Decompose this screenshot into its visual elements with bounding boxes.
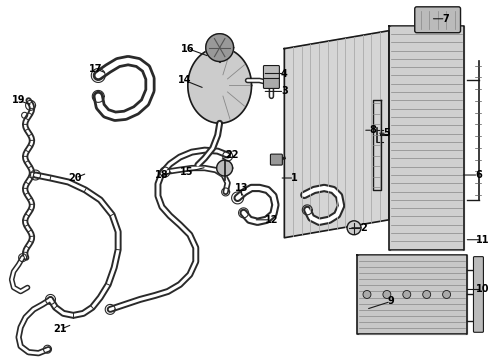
Text: 15: 15 — [180, 167, 194, 177]
Text: 6: 6 — [475, 170, 482, 180]
Text: 13: 13 — [235, 183, 248, 193]
Polygon shape — [357, 255, 466, 334]
Text: 14: 14 — [178, 76, 192, 85]
Polygon shape — [217, 160, 233, 176]
Text: 11: 11 — [476, 235, 489, 245]
Text: 8: 8 — [369, 125, 376, 135]
Text: 10: 10 — [476, 284, 489, 294]
Text: 7: 7 — [442, 14, 449, 24]
Text: 19: 19 — [12, 95, 25, 105]
FancyBboxPatch shape — [473, 257, 484, 332]
Text: 5: 5 — [384, 128, 390, 138]
Text: 21: 21 — [54, 324, 67, 334]
Circle shape — [363, 291, 371, 298]
Circle shape — [383, 291, 391, 298]
Text: 9: 9 — [388, 296, 394, 306]
Text: 2: 2 — [361, 223, 368, 233]
FancyBboxPatch shape — [264, 66, 279, 78]
Text: 3: 3 — [281, 86, 288, 96]
FancyBboxPatch shape — [264, 77, 279, 89]
FancyBboxPatch shape — [415, 7, 461, 33]
FancyBboxPatch shape — [270, 154, 282, 165]
Text: 22: 22 — [225, 150, 238, 160]
Text: 20: 20 — [69, 173, 82, 183]
Text: 12: 12 — [265, 215, 278, 225]
Circle shape — [403, 291, 411, 298]
Circle shape — [347, 221, 361, 235]
Polygon shape — [188, 48, 251, 123]
Text: 18: 18 — [155, 170, 169, 180]
Circle shape — [423, 291, 431, 298]
Text: 17: 17 — [89, 63, 102, 73]
Polygon shape — [389, 26, 464, 250]
Text: 4: 4 — [281, 68, 288, 78]
Polygon shape — [206, 34, 234, 62]
Text: 1: 1 — [291, 173, 298, 183]
Text: 16: 16 — [181, 44, 195, 54]
Circle shape — [442, 291, 451, 298]
Polygon shape — [284, 31, 389, 238]
